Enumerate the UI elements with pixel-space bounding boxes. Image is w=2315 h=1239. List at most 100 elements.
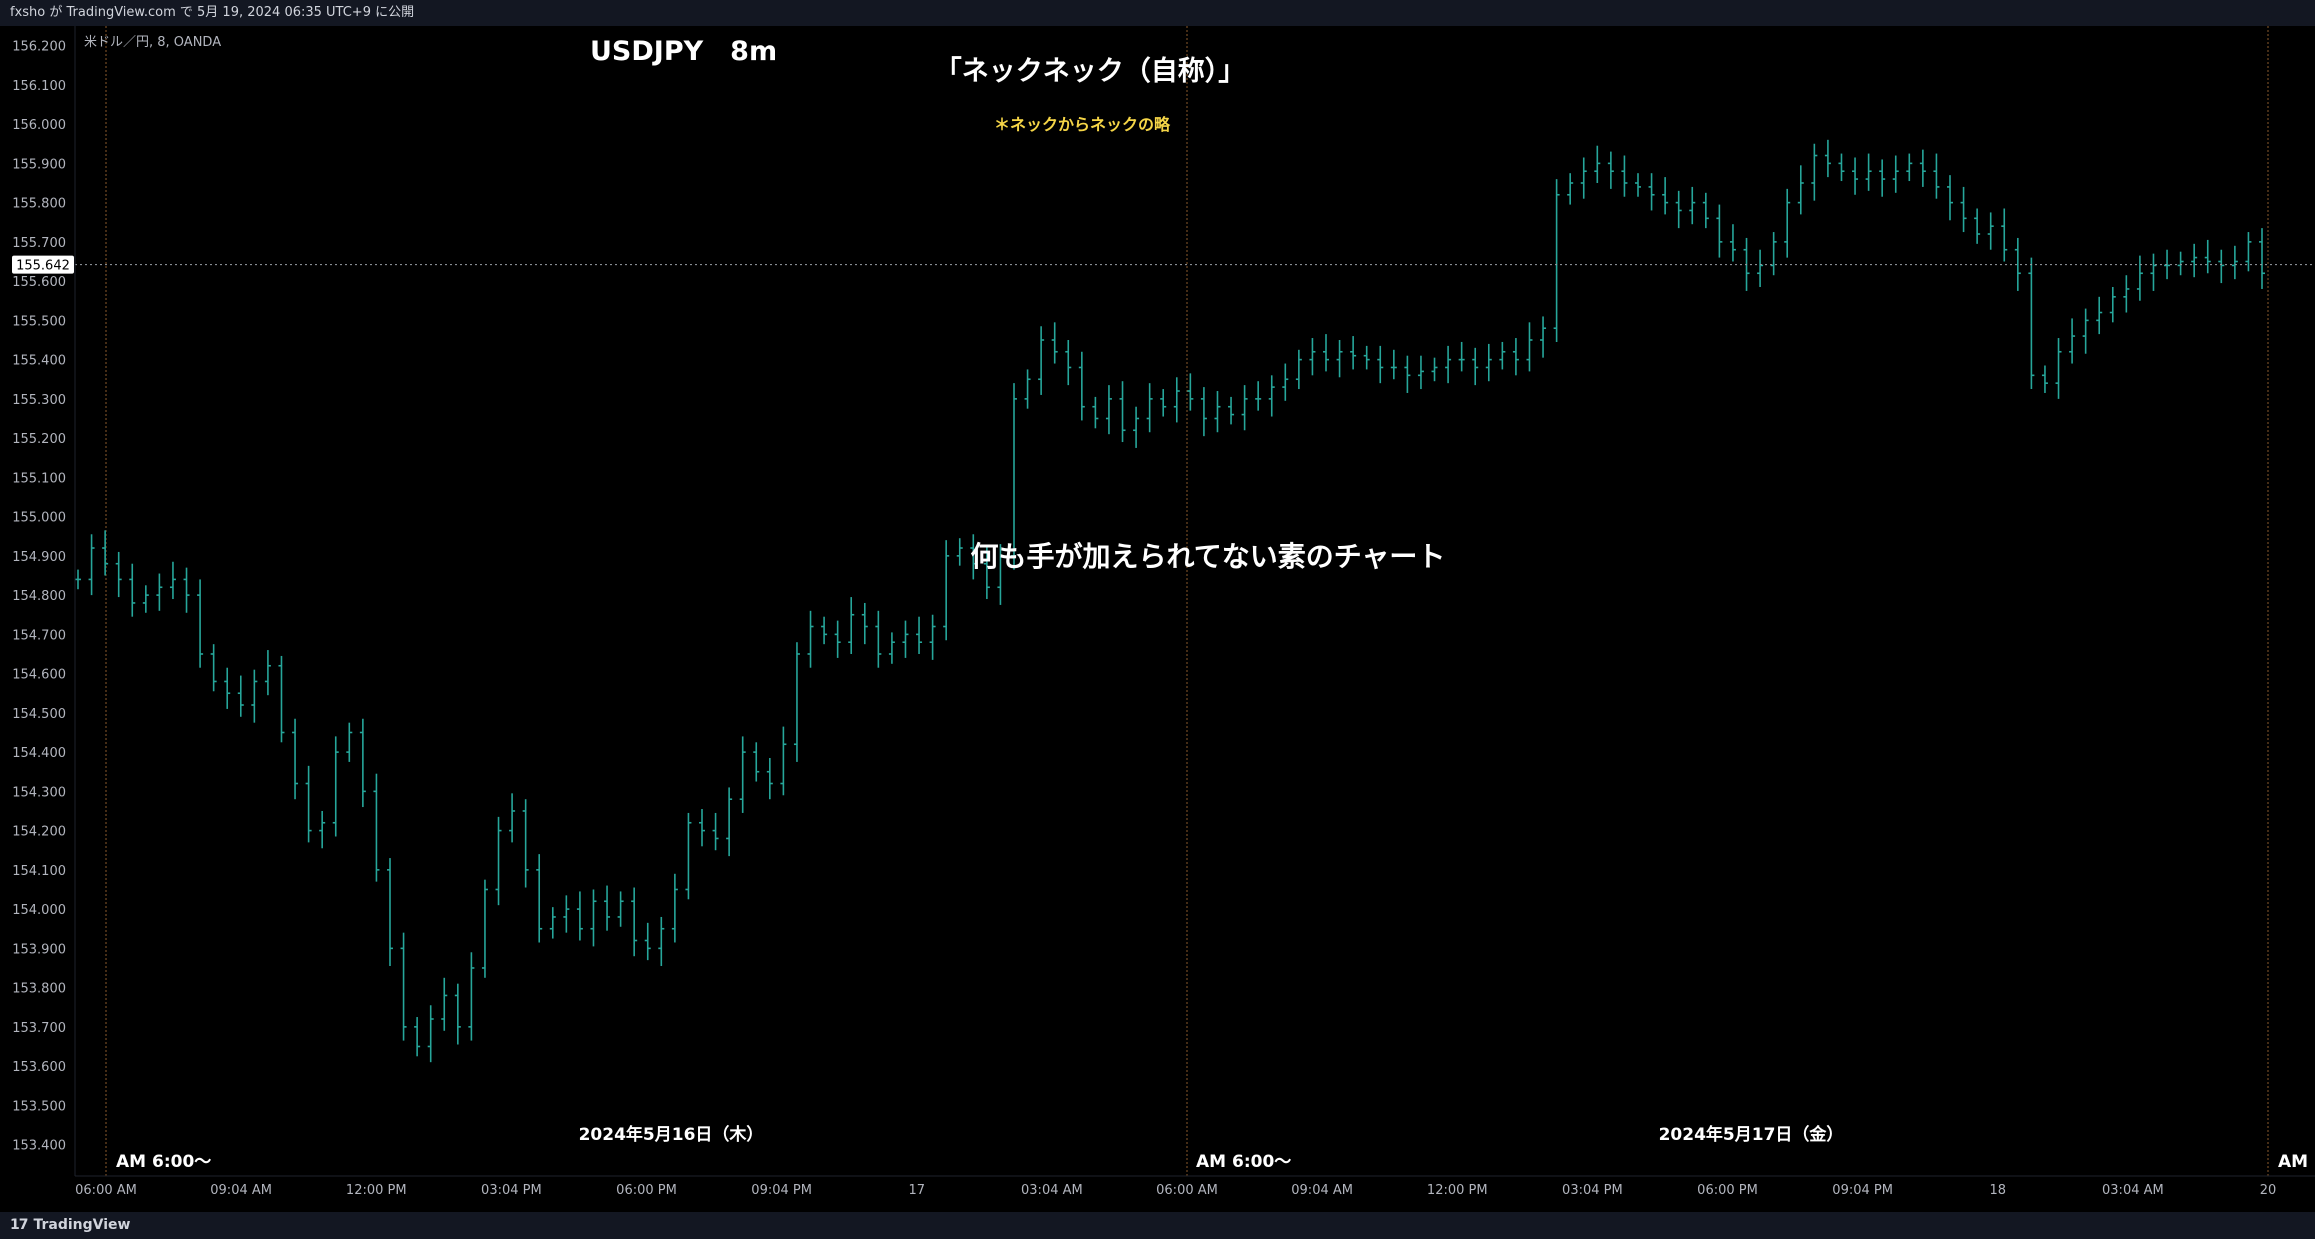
ohlc-bar — [1363, 345, 1370, 370]
ohlc-bar — [1200, 387, 1207, 437]
session-label: AM — [2278, 1152, 2308, 1172]
ohlc-bar — [1458, 341, 1465, 372]
tradingview-logo-icon: 17 — [10, 1217, 29, 1233]
ohlc-bar — [576, 891, 583, 941]
ohlc-bar — [821, 616, 828, 645]
ohlc-bar — [1336, 339, 1343, 378]
ohlc-bar — [115, 551, 122, 598]
ohlc-bar — [1350, 336, 1357, 370]
price-tick-label: 153.500 — [12, 1099, 66, 1114]
ohlc-bar — [414, 1017, 421, 1057]
ohlc-bar — [373, 773, 380, 882]
price-tick-label: 155.300 — [12, 393, 66, 408]
ohlc-bar — [1594, 145, 1601, 183]
price-chart[interactable]: 米ドル／円, 8, OANDA USDJPY 8m 「ネックネック（自称）」 ＊ネック… — [0, 26, 2315, 1212]
ohlc-bar — [1702, 192, 1709, 229]
ohlc-bar — [1607, 151, 1614, 189]
ohlc-bar — [183, 567, 190, 613]
ohlc-bar — [1119, 381, 1126, 443]
footer-bar: 17 TradingView — [0, 1212, 2315, 1239]
ohlc-bar — [278, 655, 285, 743]
price-tick-label: 155.600 — [12, 275, 66, 290]
price-tick-label: 155.000 — [12, 511, 66, 526]
ohlc-bar — [1906, 153, 1913, 182]
ohlc-bar — [753, 742, 760, 782]
ohlc-bar — [631, 887, 638, 957]
ohlc-bar — [983, 546, 990, 600]
ohlc-bar — [319, 810, 326, 849]
time-tick-label: 09:04 PM — [1832, 1183, 1893, 1198]
ohlc-bar — [1987, 212, 1994, 250]
ohlc-bar — [590, 889, 597, 947]
ohlc-bar — [1729, 224, 1736, 262]
ohlc-bar — [332, 736, 339, 837]
ohlc-bar — [685, 812, 692, 900]
ohlc-bar — [1173, 377, 1180, 423]
ohlc-bar — [264, 650, 271, 696]
ohlc-bar — [726, 787, 733, 857]
ohlc-bar — [1974, 208, 1981, 244]
ohlc-bar — [1445, 345, 1452, 384]
session-label: AM 6:00〜 — [1196, 1152, 1291, 1172]
ohlc-bar — [1852, 157, 1859, 195]
ohlc-bar — [1472, 347, 1479, 386]
ohlc-bar — [427, 1005, 434, 1063]
chart-area[interactable]: 米ドル／円, 8, OANDA USDJPY 8m 「ネックネック（自称）」 ＊ネック… — [0, 26, 2315, 1212]
ohlc-bar — [2014, 237, 2021, 291]
ohlc-bar — [2123, 275, 2130, 313]
date-label: 2024年5月17日（金） — [1659, 1124, 1844, 1145]
ohlc-bar — [1105, 385, 1112, 435]
ohlc-bar — [2041, 365, 2048, 393]
current-price-value: 155.642 — [16, 259, 70, 274]
ohlc-bar — [916, 616, 923, 654]
ohlc-bar — [359, 718, 366, 808]
price-tick-label: 154.600 — [12, 668, 66, 683]
ohlc-bar — [2191, 243, 2198, 278]
time-tick-label: 09:04 AM — [1291, 1183, 1353, 1198]
ohlc-bar — [441, 977, 448, 1031]
price-tick-label: 154.300 — [12, 785, 66, 800]
ohlc-bar — [1214, 391, 1221, 433]
ohlc-bar — [129, 563, 136, 617]
tradingview-logo[interactable]: 17 TradingView — [10, 1212, 130, 1239]
ohlc-bar — [2245, 232, 2252, 272]
ohlc-bar — [563, 895, 570, 933]
ohlc-bar — [1879, 159, 1886, 197]
ohlc-bar — [400, 932, 407, 1041]
price-tick-label: 156.100 — [12, 79, 66, 94]
ohlc-bar — [1824, 139, 1831, 178]
ohlc-bar — [210, 644, 217, 692]
ohlc-bar — [807, 610, 814, 668]
ohlc-bar — [671, 873, 678, 943]
ohlc-bar — [1228, 396, 1235, 425]
ohlc-bar — [237, 675, 244, 717]
ohlc-bar — [1662, 177, 1669, 215]
ohlc-bar — [509, 793, 516, 843]
ohlc-bar — [1567, 173, 1574, 205]
ohlc-bar — [1580, 157, 1587, 199]
ohlc-bar — [292, 718, 299, 800]
ohlc-bar — [2164, 249, 2171, 280]
ohlc-bar — [224, 667, 231, 709]
price-tick-label: 155.200 — [12, 432, 66, 447]
ohlc-bar — [699, 809, 705, 847]
ohlc-bar — [1621, 155, 1628, 197]
center-annotation: 何も手が加えられてない素のチャート — [971, 540, 1446, 573]
price-tick-label: 153.700 — [12, 1021, 66, 1036]
ohlc-bar — [1309, 338, 1316, 376]
ohlc-bar — [251, 669, 258, 723]
publish-header: fxsho が TradingView.com で 5月 19, 2024 06… — [0, 0, 2315, 26]
time-tick-label: 20 — [2260, 1183, 2277, 1198]
ohlc-bar — [1404, 355, 1411, 393]
ohlc-bar — [1689, 186, 1696, 225]
ohlc-bar — [739, 736, 746, 813]
chart-note: ＊ネックからネックの略 — [994, 115, 1171, 134]
ohlc-bar — [495, 816, 502, 906]
ohlc-bar — [1241, 385, 1248, 431]
ohlc-bar — [1187, 373, 1194, 411]
ohlc-bar — [644, 922, 651, 961]
ohlc-bar — [2231, 245, 2238, 280]
ohlc-bar — [875, 610, 882, 668]
ohlc-bar — [142, 585, 149, 613]
ohlc-bar — [1255, 381, 1262, 411]
